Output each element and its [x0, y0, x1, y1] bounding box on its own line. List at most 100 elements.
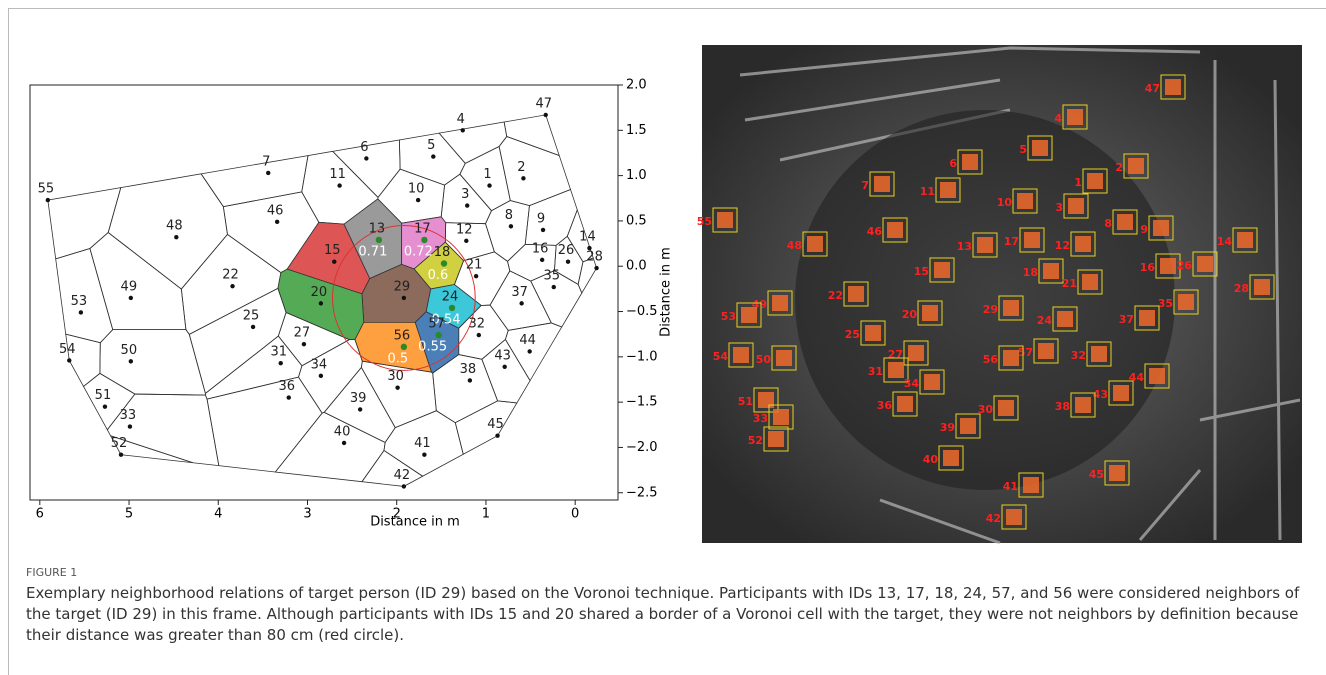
- head-marker: [962, 154, 978, 170]
- photo-label: 6: [949, 157, 957, 170]
- photo-label: 42: [986, 512, 1001, 525]
- point-label: 43: [494, 348, 511, 363]
- head-marker: [1117, 214, 1133, 230]
- photo-label: 41: [1003, 480, 1018, 493]
- point: [46, 198, 50, 202]
- point: [474, 274, 478, 278]
- distance-label: 0.6: [428, 268, 449, 283]
- head-marker: [1067, 109, 1083, 125]
- voronoi-cell: [90, 233, 186, 330]
- point: [401, 344, 407, 350]
- point: [594, 266, 598, 270]
- photo-label: 51: [738, 395, 753, 408]
- point-label: 46: [267, 203, 284, 218]
- photo-label: 28: [1234, 282, 1249, 295]
- point: [128, 424, 132, 428]
- photo-label: 14: [1217, 235, 1233, 248]
- head-marker: [960, 418, 976, 434]
- point-label: 38: [460, 362, 477, 377]
- point-label: 13: [369, 221, 386, 236]
- point: [395, 385, 399, 389]
- voronoi-cell: [189, 288, 286, 393]
- point: [441, 260, 447, 266]
- x-tick-label: 1: [482, 507, 490, 522]
- photo-label: 4: [1054, 112, 1062, 125]
- point-label: 22: [222, 268, 239, 283]
- point: [376, 237, 382, 243]
- point: [527, 349, 531, 353]
- point-label: 21: [466, 258, 483, 273]
- head-marker: [1237, 232, 1253, 248]
- point: [541, 228, 545, 232]
- voronoi-cell: [439, 122, 507, 163]
- head-marker: [922, 305, 938, 321]
- point-label: 36: [278, 379, 295, 394]
- point-label: 10: [408, 182, 425, 197]
- head-marker: [733, 347, 749, 363]
- voronoi-cell: [201, 156, 308, 207]
- voronoi-cell: [48, 188, 121, 259]
- point-label: 31: [270, 345, 287, 360]
- voronoi-cell: [207, 377, 322, 472]
- point-label: 53: [71, 294, 88, 309]
- photo-label: 3: [1055, 201, 1063, 214]
- point-label: 2: [517, 160, 525, 175]
- point: [332, 259, 336, 263]
- photo-label: 8: [1104, 217, 1112, 230]
- photo-label: 26: [1177, 259, 1193, 272]
- point-label: 30: [387, 369, 404, 384]
- head-marker: [1003, 350, 1019, 366]
- point: [566, 259, 570, 263]
- photo-label: 5: [1019, 143, 1027, 156]
- point: [461, 128, 465, 132]
- photo-label: 36: [877, 399, 893, 412]
- point-label: 35: [543, 269, 560, 284]
- head-marker: [943, 450, 959, 466]
- photo-label: 45: [1089, 468, 1104, 481]
- point-label: 32: [469, 317, 486, 332]
- head-marker: [1038, 343, 1054, 359]
- point: [67, 358, 71, 362]
- point-label: 33: [120, 408, 137, 423]
- point-label: 25: [243, 308, 260, 323]
- distance-label: 0.55: [418, 340, 447, 355]
- head-marker: [934, 262, 950, 278]
- point-label: 57: [428, 317, 445, 332]
- point-label: 26: [558, 243, 575, 258]
- point-label: 56: [394, 328, 411, 343]
- head-marker: [1043, 263, 1059, 279]
- point-label: 11: [329, 167, 346, 182]
- point-label: 8: [505, 208, 513, 223]
- photo-label: 16: [1140, 261, 1156, 274]
- point: [337, 183, 341, 187]
- head-marker: [772, 295, 788, 311]
- point: [435, 332, 441, 338]
- photo-label: 34: [904, 377, 920, 390]
- photo-label: 56: [983, 353, 999, 366]
- point-label: 14: [579, 230, 596, 245]
- point: [342, 441, 346, 445]
- point: [465, 203, 469, 207]
- point-label: 4: [457, 112, 465, 127]
- head-marker: [741, 307, 757, 323]
- point-label: 41: [414, 436, 431, 451]
- point-label: 49: [121, 279, 138, 294]
- point-label: 24: [442, 289, 459, 304]
- photo-label: 39: [940, 421, 955, 434]
- y-tick-label: −2.0: [626, 440, 658, 455]
- voronoi-cell: [181, 234, 281, 334]
- voronoi-cell: [504, 115, 559, 156]
- photo-label: 54: [713, 350, 729, 363]
- point: [174, 235, 178, 239]
- photo-label: 32: [1071, 349, 1086, 362]
- distance-label: 0.5: [388, 351, 409, 366]
- point-label: 12: [456, 222, 473, 237]
- point-label: 27: [294, 326, 311, 341]
- y-tick-label: −1.5: [626, 395, 658, 410]
- head-marker: [1075, 397, 1091, 413]
- x-tick-label: 2: [393, 507, 401, 522]
- photo-label: 7: [861, 179, 869, 192]
- head-marker: [977, 237, 993, 253]
- head-marker: [1254, 279, 1270, 295]
- point: [319, 301, 323, 305]
